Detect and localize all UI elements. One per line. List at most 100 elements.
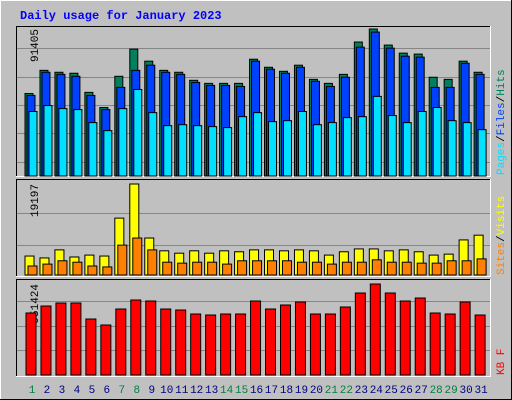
- bar: [371, 259, 382, 276]
- bar: [265, 308, 277, 376]
- bar: [175, 309, 187, 376]
- bar: [459, 301, 471, 376]
- x-tick-label: 31: [474, 385, 488, 397]
- legend-separator: /: [496, 235, 508, 242]
- bar: [40, 305, 52, 376]
- bar: [250, 300, 262, 376]
- bar: [118, 108, 128, 177]
- bar: [446, 260, 457, 276]
- bar: [43, 105, 53, 177]
- bar: [341, 261, 352, 276]
- bar: [326, 263, 337, 276]
- x-tick-label: 7: [119, 385, 126, 397]
- bar: [279, 304, 291, 376]
- bar: [238, 116, 248, 177]
- bar: [205, 314, 217, 376]
- x-tick-label: 30: [460, 385, 473, 397]
- chart-title: Daily usage for January 2023: [20, 9, 222, 23]
- x-tick-label: 18: [280, 385, 293, 397]
- x-tick-label: 26: [400, 385, 413, 397]
- bar: [342, 117, 352, 177]
- legend-entry: Visits: [496, 196, 508, 236]
- x-tick-label: 28: [430, 385, 443, 397]
- x-tick-label: 1: [29, 385, 36, 397]
- x-tick-label: 8: [133, 385, 140, 397]
- bar: [72, 261, 83, 276]
- bar: [309, 313, 321, 376]
- bar: [474, 314, 486, 376]
- bar: [223, 127, 233, 177]
- bar: [384, 292, 396, 376]
- legend-entry: Sites: [496, 242, 508, 275]
- x-tick-label: 17: [265, 385, 278, 397]
- bar: [117, 244, 128, 276]
- bar: [324, 313, 336, 376]
- x-tick-label: 9: [148, 385, 155, 397]
- bar: [100, 324, 112, 376]
- bar: [42, 263, 53, 276]
- x-tick-label: 13: [205, 385, 218, 397]
- legend-entry: KB F: [496, 349, 508, 375]
- x-tick-label: 12: [190, 385, 203, 397]
- bar: [163, 125, 173, 177]
- bar: [130, 299, 142, 376]
- bar: [88, 122, 98, 177]
- legend-separator: /: [496, 96, 508, 103]
- bar: [208, 126, 218, 177]
- bar: [55, 302, 67, 376]
- y-tick-label: 91405: [30, 29, 42, 62]
- bar: [357, 116, 367, 177]
- bar: [115, 308, 127, 376]
- bar: [237, 260, 248, 276]
- bar: [177, 262, 188, 276]
- bar: [312, 124, 322, 177]
- bar: [57, 260, 68, 276]
- bar: [268, 121, 278, 177]
- bar: [429, 312, 441, 376]
- y-tick-label: 19197: [30, 184, 42, 217]
- bar: [252, 260, 263, 276]
- x-tick-label: 15: [235, 385, 248, 397]
- x-tick-label: 2: [44, 385, 51, 397]
- bar: [253, 112, 263, 177]
- bar: [148, 112, 158, 177]
- x-tick-label: 14: [220, 385, 234, 397]
- x-tick-label: 29: [445, 385, 458, 397]
- bar: [190, 313, 202, 376]
- bar: [281, 260, 292, 276]
- bar: [103, 130, 113, 177]
- bar: [444, 313, 456, 376]
- bar: [102, 266, 113, 276]
- x-tick-label: 3: [59, 385, 66, 397]
- x-tick-label: 5: [89, 385, 96, 397]
- legend-entry: Files: [496, 102, 508, 135]
- x-tick-label: 23: [355, 385, 368, 397]
- bar: [447, 120, 457, 177]
- bar: [160, 308, 172, 376]
- x-tick-label: 22: [340, 385, 353, 397]
- bar: [132, 237, 143, 276]
- bar: [399, 300, 411, 376]
- bar: [462, 122, 472, 177]
- x-tick-label: 16: [250, 385, 263, 397]
- legend-entry: Pages: [496, 142, 508, 175]
- bar: [27, 265, 38, 276]
- bar: [327, 122, 337, 177]
- x-tick-label: 20: [310, 385, 323, 397]
- bar: [162, 261, 173, 276]
- legend-entry: Hits: [496, 69, 508, 95]
- bar: [417, 111, 427, 177]
- bar: [339, 306, 351, 376]
- bar: [296, 261, 307, 276]
- bar: [354, 292, 366, 376]
- x-tick-label: 6: [104, 385, 111, 397]
- x-tick-label: 25: [385, 385, 398, 397]
- legend: Pages/Files/Hits: [496, 69, 508, 175]
- bar: [58, 108, 68, 177]
- bar: [432, 106, 442, 177]
- bar: [372, 95, 382, 177]
- bar: [25, 312, 37, 376]
- bar: [235, 313, 247, 376]
